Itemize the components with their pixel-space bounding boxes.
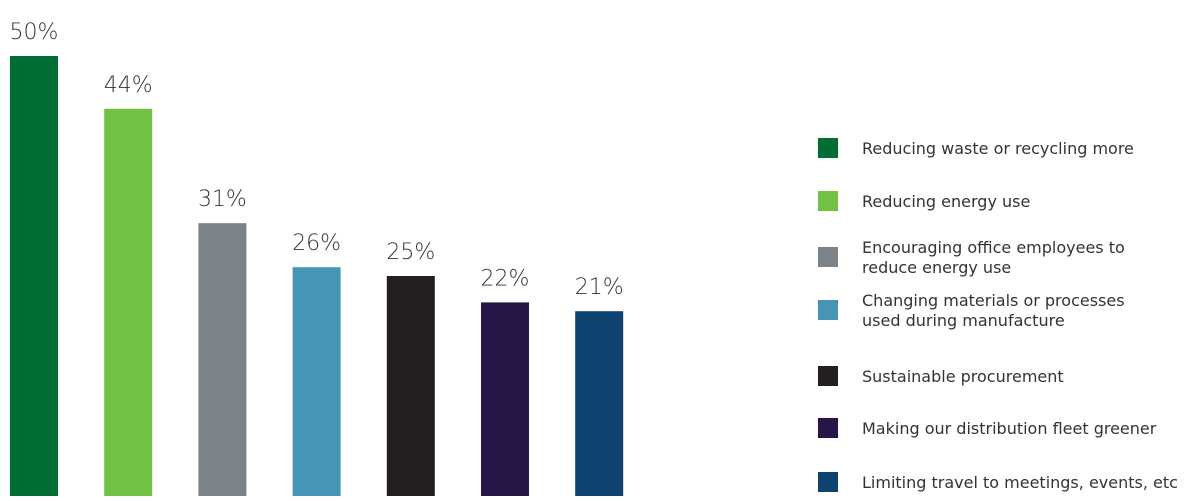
bar-value-label-6: 22% <box>481 266 530 291</box>
legend-label-4-line-2: used during manufacture <box>862 311 1065 330</box>
legend-label-4-line-1: Changing materials or processes <box>862 291 1125 310</box>
legend-label-7: Limiting travel to meetings, events, etc <box>862 473 1178 492</box>
legend-swatch-2 <box>818 191 838 211</box>
bars-group <box>10 56 624 497</box>
legend-swatch-6 <box>818 418 838 438</box>
legend-swatch-7 <box>818 472 838 492</box>
legend-label-3-line-2: reduce energy use <box>862 258 1011 277</box>
legend-label-2: Reducing energy use <box>862 192 1030 211</box>
bar-4 <box>292 267 341 496</box>
bar-value-label-4: 26% <box>292 231 341 256</box>
legend-swatch-4 <box>818 300 838 320</box>
legend-label-3-line-1: Encouraging office employees to <box>862 238 1125 257</box>
bar-2 <box>104 108 153 497</box>
bar-value-label-1: 50% <box>10 20 59 45</box>
bar-value-label-2: 44% <box>104 73 153 98</box>
legend-label-6: Making our distribution fleet greener <box>862 419 1157 438</box>
bar-7 <box>575 311 624 496</box>
legend-label-1: Reducing waste or recycling more <box>862 139 1134 158</box>
legend-swatch-1 <box>818 138 838 158</box>
bar-value-label-5: 25% <box>386 240 435 265</box>
bar-6 <box>481 302 529 496</box>
bar-value-label-7: 21% <box>575 275 624 300</box>
legend-swatch-3 <box>818 247 838 267</box>
bar-value-label-3: 31% <box>198 187 247 212</box>
legend-swatch-5 <box>818 366 838 386</box>
legend: Reducing waste or recycling more Reducing… <box>818 138 1178 492</box>
bar-3 <box>198 223 247 496</box>
value-labels-group: 50% 44% 31% 26% 25% 22% 21% <box>10 20 624 300</box>
bar-1 <box>10 56 58 496</box>
legend-label-5: Sustainable procurement <box>862 367 1064 386</box>
bar-5 <box>386 276 435 496</box>
